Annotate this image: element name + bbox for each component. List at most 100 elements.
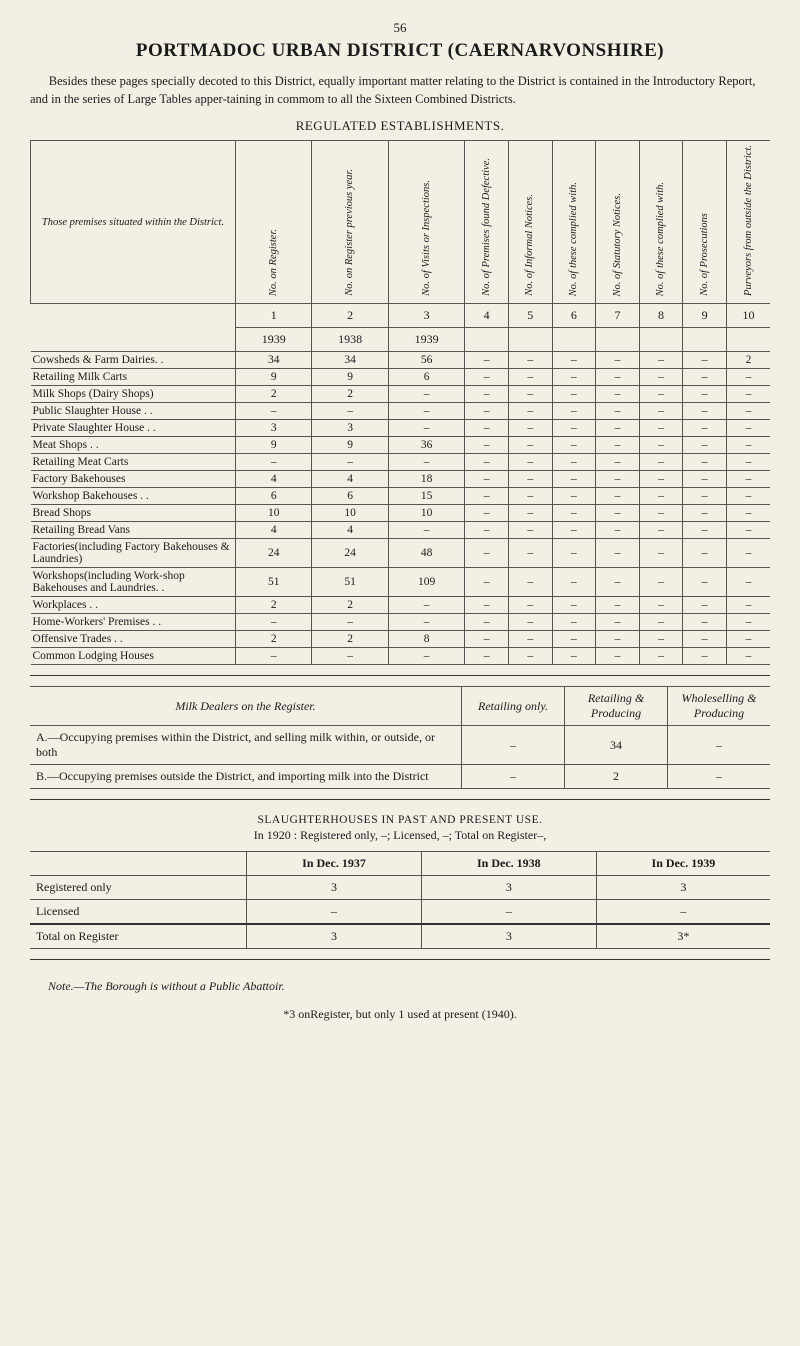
cell-value: – xyxy=(683,369,727,386)
cell-value: – xyxy=(726,648,770,665)
intro-paragraph: Besides these pages specially decoted to… xyxy=(30,72,770,108)
cell-value: – xyxy=(726,568,770,597)
milk-title: Milk Dealers on the Register. xyxy=(30,687,462,726)
cell-value: 10 xyxy=(236,505,312,522)
cell-value: – xyxy=(312,403,388,420)
cell-value: – xyxy=(596,597,640,614)
cell-value: – xyxy=(465,539,509,568)
table-row: Licensed––– xyxy=(30,900,770,925)
column-header: Purveyors from outside the District. xyxy=(726,141,770,304)
cell-value: 3 xyxy=(236,420,312,437)
cell-value: – xyxy=(596,648,640,665)
cell-value: – xyxy=(683,614,727,631)
row-label: B.—Occupying premises outside the Distri… xyxy=(30,765,462,789)
column-number: 9 xyxy=(683,304,727,328)
column-number: 7 xyxy=(596,304,640,328)
total-row: Total on Register333* xyxy=(30,924,770,949)
cell-value: – xyxy=(465,403,509,420)
row-label: Workshop Bakehouses . . xyxy=(31,488,236,505)
footnote-note-text: Note.—The Borough is without a Public Ab… xyxy=(48,979,285,993)
cell-value: – xyxy=(388,454,464,471)
cell-value: – xyxy=(683,505,727,522)
cell-value: – xyxy=(552,420,596,437)
cell-value: – xyxy=(465,437,509,454)
column-header: No. of Informal Notices. xyxy=(508,141,552,304)
cell-value: – xyxy=(639,568,683,597)
cell-value: – xyxy=(388,386,464,403)
row-label: Retailing Meat Carts xyxy=(31,454,236,471)
cell-value: – xyxy=(639,631,683,648)
cell-value: 34 xyxy=(312,352,388,369)
cell-value: – xyxy=(508,386,552,403)
cell-value: 4 xyxy=(236,522,312,539)
cell-value: 56 xyxy=(388,352,464,369)
cell-value: – xyxy=(508,369,552,386)
cell-value: – xyxy=(465,369,509,386)
cell-value: 10 xyxy=(312,505,388,522)
page-number: 56 xyxy=(30,20,770,36)
cell-value: – xyxy=(462,765,565,789)
cell-value: – xyxy=(236,648,312,665)
sla-column-header: In Dec. 1937 xyxy=(247,852,422,876)
cell-value: – xyxy=(639,420,683,437)
cell-value: – xyxy=(683,648,727,665)
cell-value: – xyxy=(726,505,770,522)
cell-value: – xyxy=(552,631,596,648)
page-title: PORTMADOC URBAN DISTRICT (CAERNARVONSHIR… xyxy=(30,40,770,62)
row-label: Cowsheds & Farm Dairies. . xyxy=(31,352,236,369)
cell-value: – xyxy=(552,437,596,454)
table-row: Workshops(including Work-shop Bakehouses… xyxy=(31,568,771,597)
row-label: Milk Shops (Dairy Shops) xyxy=(31,386,236,403)
cell-value: 24 xyxy=(312,539,388,568)
cell-value: – xyxy=(639,539,683,568)
row-label: Licensed xyxy=(30,900,247,925)
cell-value: – xyxy=(552,386,596,403)
cell-value: – xyxy=(639,352,683,369)
cell-value: – xyxy=(552,454,596,471)
cell-value: – xyxy=(388,648,464,665)
divider xyxy=(30,959,770,960)
cell-value: – xyxy=(508,568,552,597)
divider xyxy=(30,675,770,676)
cell-value: 10 xyxy=(388,505,464,522)
column-year xyxy=(683,328,727,352)
cell-value: – xyxy=(683,488,727,505)
cell-value: – xyxy=(596,471,640,488)
cell-value: 3 xyxy=(421,924,596,949)
cell-value: – xyxy=(726,631,770,648)
cell-value: – xyxy=(683,539,727,568)
cell-value: 109 xyxy=(388,568,464,597)
cell-value: – xyxy=(639,386,683,403)
cell-value: – xyxy=(508,505,552,522)
table-row: Meat Shops . .9936––––––– xyxy=(31,437,771,454)
table-row: A.—Occupying premises within the Distric… xyxy=(30,726,770,765)
cell-value: – xyxy=(683,471,727,488)
cell-value: – xyxy=(462,726,565,765)
cell-value: – xyxy=(596,539,640,568)
row-label: Factory Bakehouses xyxy=(31,471,236,488)
cell-value: – xyxy=(508,420,552,437)
column-year xyxy=(552,328,596,352)
cell-value: – xyxy=(552,403,596,420)
row-label: Meat Shops . . xyxy=(31,437,236,454)
table-row: Retailing Bread Vans44–––––––– xyxy=(31,522,771,539)
cell-value: 6 xyxy=(236,488,312,505)
column-year xyxy=(465,328,509,352)
cell-value: – xyxy=(683,568,727,597)
table-row: Private Slaughter House . .33–––––––– xyxy=(31,420,771,437)
cell-value: – xyxy=(596,568,640,597)
cell-value: 24 xyxy=(236,539,312,568)
cell-value: 51 xyxy=(236,568,312,597)
cell-value: 18 xyxy=(388,471,464,488)
cell-value: – xyxy=(508,631,552,648)
cell-value: – xyxy=(596,420,640,437)
column-number: 4 xyxy=(465,304,509,328)
cell-value: – xyxy=(465,352,509,369)
table-row: Retailing Milk Carts996––––––– xyxy=(31,369,771,386)
table-row: Home-Workers' Premises . .–––––––––– xyxy=(31,614,771,631)
cell-value: – xyxy=(639,471,683,488)
slaughterhouses-table: In Dec. 1937In Dec. 1938In Dec. 1939 Reg… xyxy=(30,851,770,949)
row-label: Offensive Trades . . xyxy=(31,631,236,648)
footnote-note: Note.—The Borough is without a Public Ab… xyxy=(30,978,770,995)
cell-value: – xyxy=(596,369,640,386)
